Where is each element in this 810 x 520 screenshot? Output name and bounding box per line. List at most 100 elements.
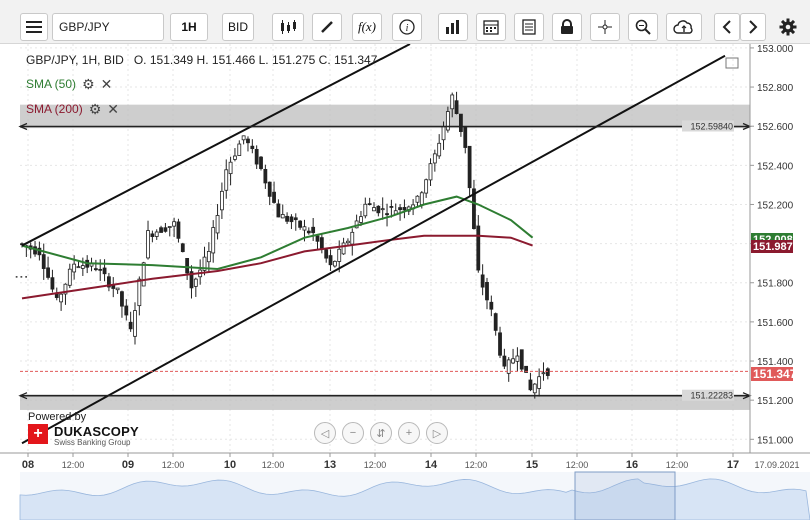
candle <box>432 149 437 172</box>
candle <box>467 145 472 197</box>
candle <box>59 292 64 311</box>
candle <box>389 199 394 218</box>
zoom-button[interactable] <box>628 13 658 41</box>
draw-tool-button[interactable] <box>312 13 342 41</box>
candle <box>267 181 272 206</box>
indicators-button[interactable]: f(x) <box>352 13 382 41</box>
crosshair-button[interactable] <box>590 13 620 41</box>
chevron-right-icon <box>749 20 758 34</box>
x-tick-label: 12:00 <box>666 460 689 470</box>
candle <box>115 287 120 294</box>
sma200-close-icon[interactable]: ✕ <box>107 101 119 117</box>
timeframe-button[interactable]: 1H <box>170 13 208 41</box>
cloud-save-button[interactable] <box>666 13 702 41</box>
candle <box>211 220 216 263</box>
candle <box>472 179 476 230</box>
level-label-1: 151.22283 <box>690 391 733 401</box>
lock-button[interactable] <box>552 13 582 41</box>
trendline-upper <box>21 44 411 247</box>
close-price-tag: 151.347 <box>751 367 797 381</box>
info-button[interactable]: i <box>392 13 422 41</box>
candle <box>89 257 94 272</box>
lock-icon <box>561 19 573 34</box>
x-tick-label: 08 <box>22 459 34 471</box>
logo-brand: DUKASCOPY <box>54 424 139 439</box>
scroll-right-button[interactable] <box>740 13 766 41</box>
scroll-left-button[interactable] <box>714 13 740 41</box>
candle <box>246 136 250 152</box>
x-tick-label: 12:00 <box>62 460 85 470</box>
reset-icon[interactable]: ⇵ <box>370 422 392 444</box>
candle <box>93 259 98 272</box>
sma50-close-icon[interactable]: ✕ <box>100 76 113 92</box>
y-tick-label: 152.600 <box>757 122 794 133</box>
svg-text:i: i <box>406 23 409 34</box>
candle <box>445 106 450 133</box>
sma50-settings-gear-icon[interactable]: ⚙ <box>82 76 95 92</box>
indicator-sma50[interactable]: SMA (50) ⚙ ✕ <box>26 77 112 91</box>
y-tick-label: 153.000 <box>757 44 794 55</box>
candle <box>459 113 463 137</box>
candle <box>380 197 385 220</box>
candle <box>363 197 368 219</box>
sma200-label: SMA (200) <box>26 102 83 116</box>
candle <box>528 372 533 392</box>
zoom-in-icon[interactable]: + <box>398 422 420 444</box>
indicator-sma200[interactable]: SMA (200) ⚙ ✕ <box>26 102 119 116</box>
candle <box>506 357 511 382</box>
drag-handle-icon[interactable]: ⋮ <box>14 270 30 283</box>
candle <box>176 218 181 243</box>
candle <box>80 257 85 276</box>
x-tick-label: 10 <box>224 459 236 471</box>
candle <box>350 228 355 256</box>
symbol-label: GBP/JPY <box>59 20 110 34</box>
candle <box>498 326 502 359</box>
candle <box>424 178 429 198</box>
candle <box>502 348 507 370</box>
gear-icon <box>779 18 797 36</box>
candle <box>463 126 468 154</box>
candle <box>167 226 172 237</box>
y-tick-label: 152.400 <box>757 161 794 172</box>
zoom-icon <box>635 19 651 35</box>
x-tick-label: 17 <box>727 459 739 471</box>
candle <box>193 277 198 297</box>
candle <box>250 139 255 154</box>
candle <box>137 276 142 316</box>
navigator-area <box>19 478 810 520</box>
candle <box>428 158 433 186</box>
volume-button[interactable] <box>438 13 468 41</box>
candle <box>493 312 498 336</box>
y-tick-label: 151.000 <box>757 435 794 446</box>
nav-forward-icon[interactable]: ▷ <box>426 422 448 444</box>
price-chart[interactable]: 152.59840 151.22283 153.000 152.800 152.600 1… <box>0 44 810 520</box>
chart-type-button[interactable] <box>272 13 304 41</box>
notes-button[interactable] <box>514 13 544 41</box>
candle <box>254 145 259 169</box>
x-tick-label: 15 <box>526 459 538 471</box>
candle <box>224 159 229 199</box>
chart-area[interactable]: 152.59840 151.22283 153.000 152.800 152.600 1… <box>0 44 810 520</box>
settings-button[interactable] <box>774 13 802 41</box>
candle <box>402 199 407 219</box>
candle <box>63 283 68 305</box>
calendar-button[interactable] <box>476 13 506 41</box>
x-tick-label: 12:00 <box>465 460 488 470</box>
level-label-0: 152.59840 <box>690 122 733 132</box>
candle <box>489 295 494 317</box>
zoom-out-icon[interactable]: − <box>342 422 364 444</box>
menu-button[interactable] <box>20 13 48 41</box>
close-price-value: 151.347 <box>753 367 797 381</box>
candle <box>102 259 107 282</box>
candle <box>41 243 46 280</box>
candle <box>133 302 137 345</box>
candle <box>150 230 155 243</box>
level-label-bg-0 <box>682 120 734 132</box>
candle <box>237 140 242 156</box>
symbol-select[interactable]: GBP/JPY <box>52 13 164 41</box>
nav-back-icon[interactable]: ◁ <box>314 422 336 444</box>
sma200-settings-gear-icon[interactable]: ⚙ <box>88 101 102 117</box>
price-type-button[interactable]: BID <box>222 13 254 41</box>
trendline-lower <box>21 54 726 445</box>
chart-info: GBP/JPY, 1H, BID O. 151.349 H. 151.466 L… <box>26 53 377 67</box>
